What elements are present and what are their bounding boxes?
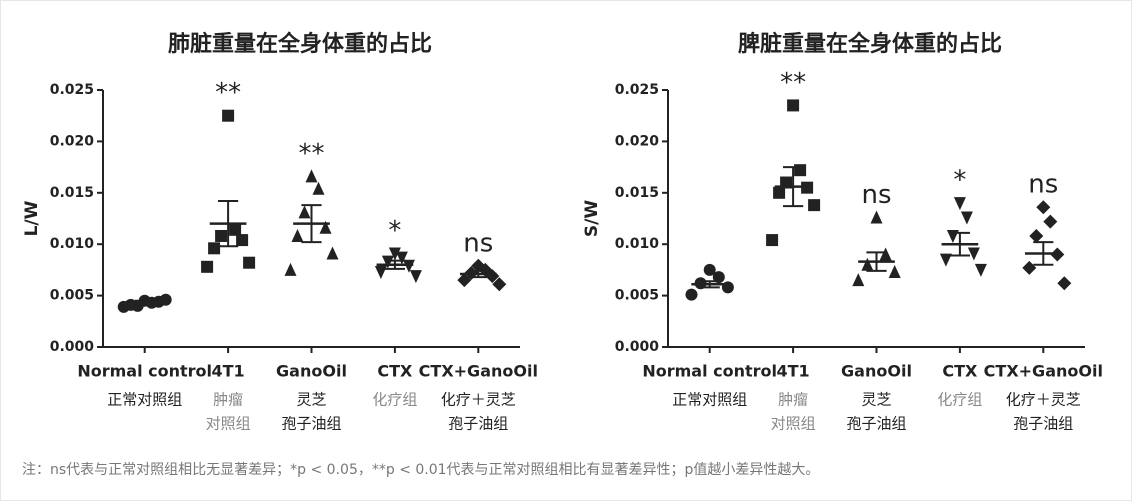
- point: [852, 273, 865, 287]
- point: [879, 247, 892, 261]
- significance: ns: [861, 180, 891, 210]
- point: [766, 234, 779, 247]
- x-sublabel: 化疗＋灵芝: [1006, 391, 1081, 409]
- point: [1043, 214, 1058, 229]
- y-tick-label: 0.010: [50, 236, 95, 252]
- significance: *: [953, 166, 966, 196]
- point: [291, 228, 304, 242]
- point: [808, 199, 821, 212]
- significance: *: [388, 216, 401, 246]
- significance: **: [780, 68, 806, 98]
- x-tick-label: GanoOil: [276, 362, 347, 381]
- point: [485, 269, 500, 284]
- y-tick-label: 0.010: [615, 236, 660, 252]
- point: [326, 246, 339, 260]
- point: [388, 247, 401, 261]
- significance: ns: [463, 228, 493, 258]
- point: [685, 288, 698, 301]
- point: [319, 220, 332, 234]
- point: [201, 260, 214, 273]
- y-tick-label: 0.015: [615, 185, 659, 201]
- point: [1057, 276, 1072, 291]
- point: [229, 223, 242, 236]
- point: [888, 264, 901, 278]
- point: [409, 270, 422, 284]
- y-tick-label: 0.020: [615, 133, 660, 149]
- x-sublabel: 对照组: [771, 415, 816, 433]
- y-axis-label: S/W: [582, 200, 602, 237]
- x-sublabel: 肿瘤: [778, 391, 808, 409]
- x-sublabel: 对照组: [206, 415, 251, 433]
- y-tick-label: 0.000: [50, 339, 95, 355]
- point: [381, 255, 394, 269]
- x-sublabel: 灵芝: [296, 391, 326, 409]
- x-tick-label: CTX+GanoOil: [419, 362, 538, 381]
- x-tick-label: CTX: [377, 362, 413, 381]
- point: [861, 257, 874, 271]
- y-tick-label: 0.015: [50, 185, 94, 201]
- point: [208, 242, 221, 255]
- point: [960, 211, 973, 225]
- footnote: 注：ns代表与正常对照组相比无显著差异；*p < 0.05，**p < 0.01…: [22, 462, 819, 478]
- point: [794, 164, 807, 177]
- chart-title: 肺脏重量在全身体重的占比: [168, 31, 432, 57]
- x-sublabel: 化疗组: [937, 391, 982, 409]
- y-tick-label: 0.025: [50, 82, 94, 98]
- x-tick-label: Normal control: [77, 362, 212, 381]
- x-sublabel: 化疗组: [372, 391, 417, 409]
- point: [773, 186, 786, 199]
- point: [374, 265, 387, 279]
- point: [974, 263, 987, 277]
- x-sublabel: 孢子油组: [1013, 415, 1073, 433]
- y-axis-label: L/W: [22, 200, 42, 236]
- x-sublabel: 正常对照组: [107, 391, 182, 409]
- point: [712, 271, 725, 284]
- point: [305, 169, 318, 183]
- point: [284, 262, 297, 276]
- x-tick-label: CTX+GanoOil: [984, 362, 1103, 381]
- x-sublabel: 孢子油组: [281, 415, 341, 433]
- y-tick-label: 0.000: [615, 339, 660, 355]
- point: [215, 229, 228, 242]
- x-sublabel: 化疗＋灵芝: [441, 391, 516, 409]
- significance: **: [215, 78, 241, 108]
- point: [395, 251, 408, 265]
- point: [312, 181, 325, 195]
- x-tick-label: 4T1: [212, 362, 245, 381]
- x-tick-label: 4T1: [777, 362, 810, 381]
- x-sublabel: 孢子油组: [846, 415, 906, 433]
- point: [870, 210, 883, 224]
- point: [492, 277, 507, 292]
- y-tick-label: 0.025: [615, 82, 659, 98]
- point: [703, 263, 716, 276]
- y-tick-label: 0.020: [50, 133, 95, 149]
- x-tick-label: CTX: [942, 362, 978, 381]
- point: [1022, 260, 1037, 275]
- significance: ns: [1028, 170, 1058, 200]
- significance: **: [299, 139, 325, 169]
- point: [1029, 228, 1044, 243]
- point: [402, 259, 415, 273]
- x-tick-label: Normal control: [642, 362, 777, 381]
- x-tick-label: GanoOil: [841, 362, 912, 381]
- x-sublabel: 正常对照组: [672, 391, 747, 409]
- point: [787, 99, 800, 112]
- chart-title: 脾脏重量在全身体重的占比: [738, 31, 1002, 57]
- point: [298, 205, 311, 219]
- x-sublabel: 孢子油组: [448, 415, 508, 433]
- x-sublabel: 肿瘤: [213, 391, 243, 409]
- point: [939, 253, 952, 267]
- point: [236, 234, 249, 247]
- x-sublabel: 灵芝: [861, 391, 891, 409]
- point: [953, 197, 966, 211]
- point: [457, 273, 472, 288]
- point: [967, 247, 980, 261]
- y-tick-label: 0.005: [615, 288, 659, 304]
- point: [222, 109, 235, 122]
- point: [243, 256, 256, 269]
- point: [1036, 200, 1051, 215]
- y-tick-label: 0.005: [50, 288, 94, 304]
